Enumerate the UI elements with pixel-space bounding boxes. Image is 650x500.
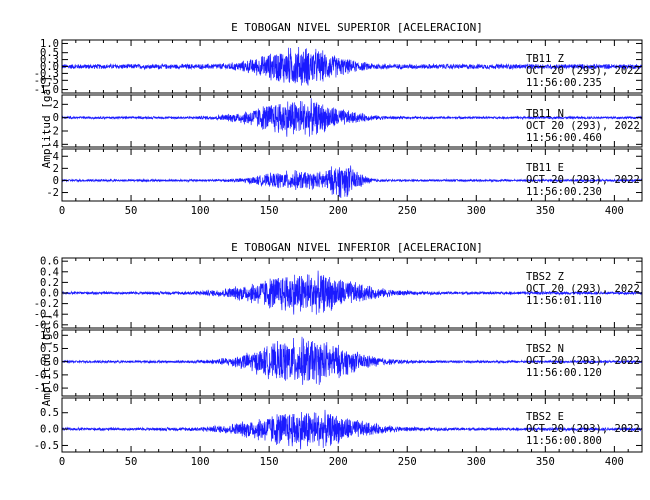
waveform-trace xyxy=(62,270,642,315)
station-component-label: TB11 E xyxy=(526,162,564,174)
y-tick-label: 1.0 xyxy=(40,38,59,50)
y-tick-label: 4 xyxy=(53,151,59,163)
y-tick-label: 0.0 xyxy=(40,61,59,73)
station-component-label: TB11 Z xyxy=(526,53,564,65)
y-tick-label: 2 xyxy=(53,99,59,111)
station-component-label: TBS2 Z xyxy=(526,271,564,283)
x-tick-label: 350 xyxy=(536,205,555,217)
y-tick-label: -0.5 xyxy=(34,369,59,381)
station-component-label: TBS2 E xyxy=(526,411,564,423)
waveform-trace xyxy=(62,409,642,450)
event-date-label: OCT 20 (293), 2022 xyxy=(526,174,640,186)
event-time-label: 11:56:00.235 xyxy=(526,77,602,89)
y-tick-label: 2 xyxy=(53,163,59,175)
y-tick-label: -0.5 xyxy=(34,440,59,452)
y-tick-label: -1.0 xyxy=(34,84,59,96)
y-tick-label: 0.4 xyxy=(40,266,59,278)
y-tick-label: 0.0 xyxy=(40,356,59,368)
x-tick-label: 50 xyxy=(125,456,138,468)
x-tick-label: 300 xyxy=(467,456,486,468)
y-tick-label: 0 xyxy=(53,175,59,187)
event-date-label: OCT 20 (293), 2022 xyxy=(526,355,640,367)
y-tick-label: -1.0 xyxy=(34,383,59,395)
y-axis-label-upper: Amplitud [gal] xyxy=(40,76,53,169)
y-tick-label: 1.0 xyxy=(40,330,59,342)
event-date-label: OCT 20 (293), 2022 xyxy=(526,423,640,435)
event-time-label: 11:56:00.800 xyxy=(526,435,602,447)
y-tick-label: 0.6 xyxy=(40,256,59,268)
y-tick-label: 0.0 xyxy=(40,424,59,436)
event-date-label: OCT 20 (293), 2022 xyxy=(526,65,640,77)
y-tick-label: 0.5 xyxy=(40,343,59,355)
x-tick-label: 400 xyxy=(605,205,624,217)
x-tick-label: 150 xyxy=(260,205,279,217)
x-tick-label: 100 xyxy=(191,456,210,468)
waveform-trace xyxy=(62,46,642,86)
x-tick-label: 300 xyxy=(467,205,486,217)
y-tick-label: -2 xyxy=(46,126,59,138)
y-tick-label: 0.0 xyxy=(40,288,59,300)
event-time-label: 11:56:00.120 xyxy=(526,367,602,379)
y-tick-label: 0.5 xyxy=(40,47,59,59)
y-tick-label: 0.5 xyxy=(40,407,59,419)
waveform-trace xyxy=(62,165,642,199)
y-tick-label: 0.3 xyxy=(40,54,59,66)
event-time-label: 11:56:00.460 xyxy=(526,132,602,144)
event-date-label: OCT 20 (293), 2022 xyxy=(526,283,640,295)
waveform-trace xyxy=(62,98,642,137)
x-tick-label: 150 xyxy=(260,456,279,468)
y-tick-label: -0.3 xyxy=(34,68,59,80)
y-tick-label: -0.5 xyxy=(34,75,59,87)
x-tick-label: 100 xyxy=(191,205,210,217)
event-time-label: 11:56:00.230 xyxy=(526,186,602,198)
x-tick-label: 400 xyxy=(605,456,624,468)
x-tick-label: 200 xyxy=(329,456,348,468)
y-tick-label: -2 xyxy=(46,187,59,199)
chart-title-lower: E TOBOGAN NIVEL INFERIOR [ACELERACION] xyxy=(231,241,483,254)
y-tick-label: -0.4 xyxy=(34,309,59,321)
x-tick-label: 50 xyxy=(125,205,138,217)
y-tick-label: -0.6 xyxy=(34,319,59,331)
x-tick-label: 250 xyxy=(398,205,417,217)
station-component-label: TBS2 N xyxy=(526,343,564,355)
x-tick-label: 0 xyxy=(59,205,65,217)
chart-title-upper: E TOBOGAN NIVEL SUPERIOR [ACELERACION] xyxy=(231,21,483,34)
event-date-label: OCT 20 (293), 2022 xyxy=(526,120,640,132)
y-axis-label-lower: Amplitud [gal] xyxy=(40,314,53,407)
x-tick-label: 0 xyxy=(59,456,65,468)
y-tick-label: -0.2 xyxy=(34,298,59,310)
event-time-label: 11:56:01.110 xyxy=(526,295,602,307)
x-tick-label: 200 xyxy=(329,205,348,217)
y-tick-label: -4 xyxy=(46,139,59,151)
station-component-label: TB11 N xyxy=(526,108,564,120)
waveform-trace xyxy=(62,336,642,385)
x-tick-label: 250 xyxy=(398,456,417,468)
x-tick-label: 350 xyxy=(536,456,555,468)
y-tick-label: 0.2 xyxy=(40,277,59,289)
y-tick-label: 0 xyxy=(53,112,59,124)
